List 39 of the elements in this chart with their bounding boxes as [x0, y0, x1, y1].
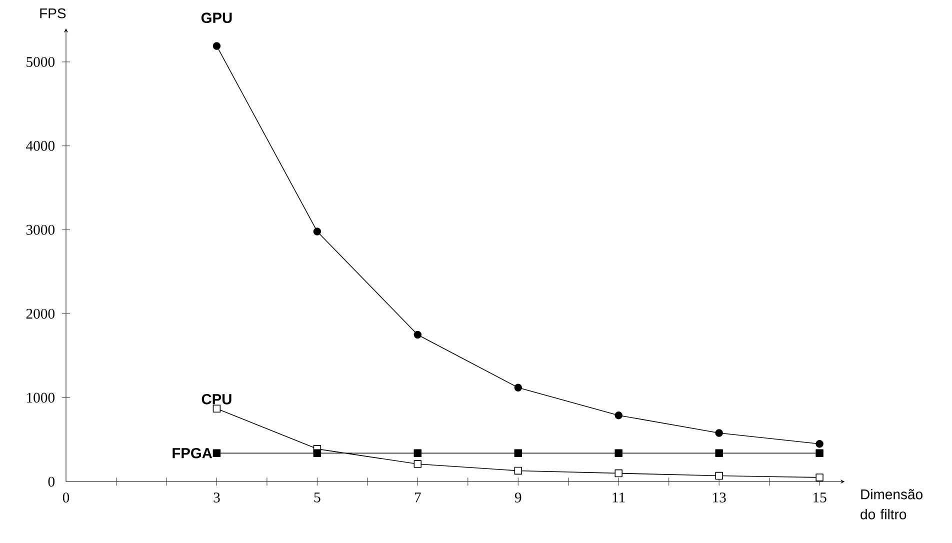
x-tick-label: 11	[612, 492, 625, 502]
point	[614, 449, 622, 458]
y-axis-title: FPS	[40, 8, 66, 18]
point	[614, 470, 622, 478]
y-tick-label: 0	[48, 476, 55, 487]
point	[414, 460, 422, 468]
point	[414, 331, 422, 339]
point	[614, 412, 622, 420]
series-label: FPGA	[172, 448, 212, 458]
point	[514, 467, 522, 475]
point	[715, 429, 723, 438]
point	[212, 42, 221, 50]
point	[514, 449, 522, 458]
y-tick-label: 4000	[26, 141, 55, 151]
point	[212, 449, 221, 458]
point	[715, 472, 723, 480]
x-axis-title: Dimensão do filtro	[860, 489, 922, 520]
x-tick-label: 0	[62, 492, 70, 503]
x-tick-label: 7	[414, 492, 421, 502]
x-tick-label: 13	[713, 492, 726, 503]
point	[414, 449, 422, 458]
point	[816, 449, 824, 458]
x-tick-label: 15	[814, 492, 826, 503]
x-tick-label: 9	[514, 492, 522, 503]
point	[212, 404, 221, 413]
point	[514, 384, 522, 392]
point	[313, 228, 322, 236]
point	[816, 440, 824, 448]
y-tick-label: 3000	[26, 225, 55, 235]
point	[313, 449, 322, 458]
y-tick-label: 5000	[26, 57, 55, 68]
y-tick-label: 2000	[26, 308, 55, 319]
point	[816, 474, 824, 482]
x-tick-label: 3	[214, 492, 220, 503]
y-tick-label: 1000	[27, 392, 55, 403]
point	[715, 449, 723, 458]
series-label: GPU	[201, 12, 232, 24]
series-label: CPU	[202, 394, 232, 405]
x-tick-label: 5	[314, 492, 320, 503]
